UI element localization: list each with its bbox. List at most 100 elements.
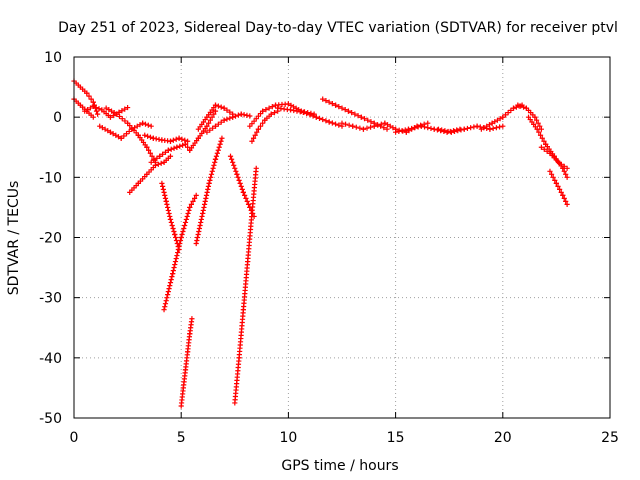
data-point [300, 109, 307, 115]
series-arc-14 [178, 316, 195, 409]
data-point [158, 160, 164, 166]
data-point [550, 174, 556, 180]
data-point [179, 136, 185, 142]
data-point [253, 165, 259, 171]
data-point [561, 163, 567, 169]
data-point [199, 213, 205, 220]
data-point [415, 124, 421, 130]
data-point [182, 141, 189, 147]
data-point [171, 264, 177, 271]
series-arc-5 [103, 105, 159, 165]
data-point [154, 155, 160, 161]
data-point [176, 135, 182, 141]
data-point [165, 207, 171, 214]
data-point [445, 128, 451, 135]
data-point [204, 123, 210, 129]
data-point [478, 126, 484, 132]
data-point [218, 119, 224, 125]
data-point [505, 110, 511, 116]
data-point [371, 123, 377, 129]
data-point [231, 162, 237, 168]
data-point [244, 198, 250, 204]
data-point [364, 125, 370, 131]
data-point [537, 123, 543, 129]
series-arc-24 [393, 123, 463, 135]
data-point [492, 119, 498, 125]
data-point [203, 192, 210, 198]
data-point [260, 120, 266, 126]
data-point [168, 146, 174, 152]
data-point [500, 114, 506, 120]
data-point [384, 122, 391, 128]
data-point [224, 116, 230, 122]
data-point [339, 120, 345, 126]
data-point [82, 108, 88, 114]
data-point [393, 129, 399, 135]
series-arc-7 [142, 132, 191, 144]
data-point [188, 201, 194, 208]
data-point [215, 103, 221, 109]
data-point [563, 171, 569, 177]
data-point [110, 112, 116, 119]
data-point [541, 146, 547, 152]
data-point [159, 180, 165, 186]
data-point [294, 108, 300, 114]
data-point [180, 142, 186, 148]
data-point [219, 135, 225, 141]
data-point [212, 156, 219, 162]
data-point [439, 127, 445, 133]
data-point [169, 274, 175, 280]
data-point [304, 110, 310, 117]
data-point [268, 111, 274, 117]
data-point [207, 127, 213, 133]
series-arc-13 [161, 192, 199, 313]
data-point [90, 103, 96, 109]
data-point [287, 107, 294, 113]
plot-frame [73, 56, 611, 419]
data-point [487, 126, 493, 132]
data-point [336, 104, 342, 110]
data-point [170, 271, 176, 277]
series-arc-1 [71, 78, 101, 117]
data-point [165, 292, 171, 298]
data-point [254, 129, 260, 135]
data-point [247, 113, 253, 119]
data-point [555, 183, 561, 189]
data-point [307, 112, 313, 118]
data-point [243, 195, 249, 201]
data-point [387, 123, 393, 129]
data-point [510, 105, 517, 111]
data-point [464, 125, 471, 132]
data-point [149, 153, 155, 159]
data-point [192, 195, 198, 201]
data-point [442, 128, 448, 134]
data-point [110, 131, 116, 137]
data-point [99, 125, 106, 131]
data-point [455, 128, 461, 134]
x-tick-label: 25 [601, 430, 619, 446]
data-point [212, 102, 219, 108]
data-point [84, 106, 91, 113]
data-point [167, 216, 174, 223]
data-point [297, 109, 303, 115]
data-point [421, 124, 428, 130]
data-point [534, 126, 540, 132]
data-point [146, 147, 152, 153]
data-point [346, 122, 352, 128]
data-point [558, 161, 565, 167]
data-point [232, 165, 238, 171]
data-point [160, 186, 166, 192]
data-point [561, 195, 567, 201]
data-point [496, 124, 503, 130]
series-arc-8 [148, 141, 193, 165]
data-point [97, 123, 103, 129]
data-point [142, 132, 148, 138]
data-point [215, 121, 221, 127]
data-point [245, 201, 252, 208]
data-point [171, 145, 177, 151]
data-point [105, 128, 111, 134]
data-point [156, 136, 162, 143]
data-point [260, 108, 266, 114]
data-point [544, 148, 550, 154]
data-point [238, 183, 244, 189]
